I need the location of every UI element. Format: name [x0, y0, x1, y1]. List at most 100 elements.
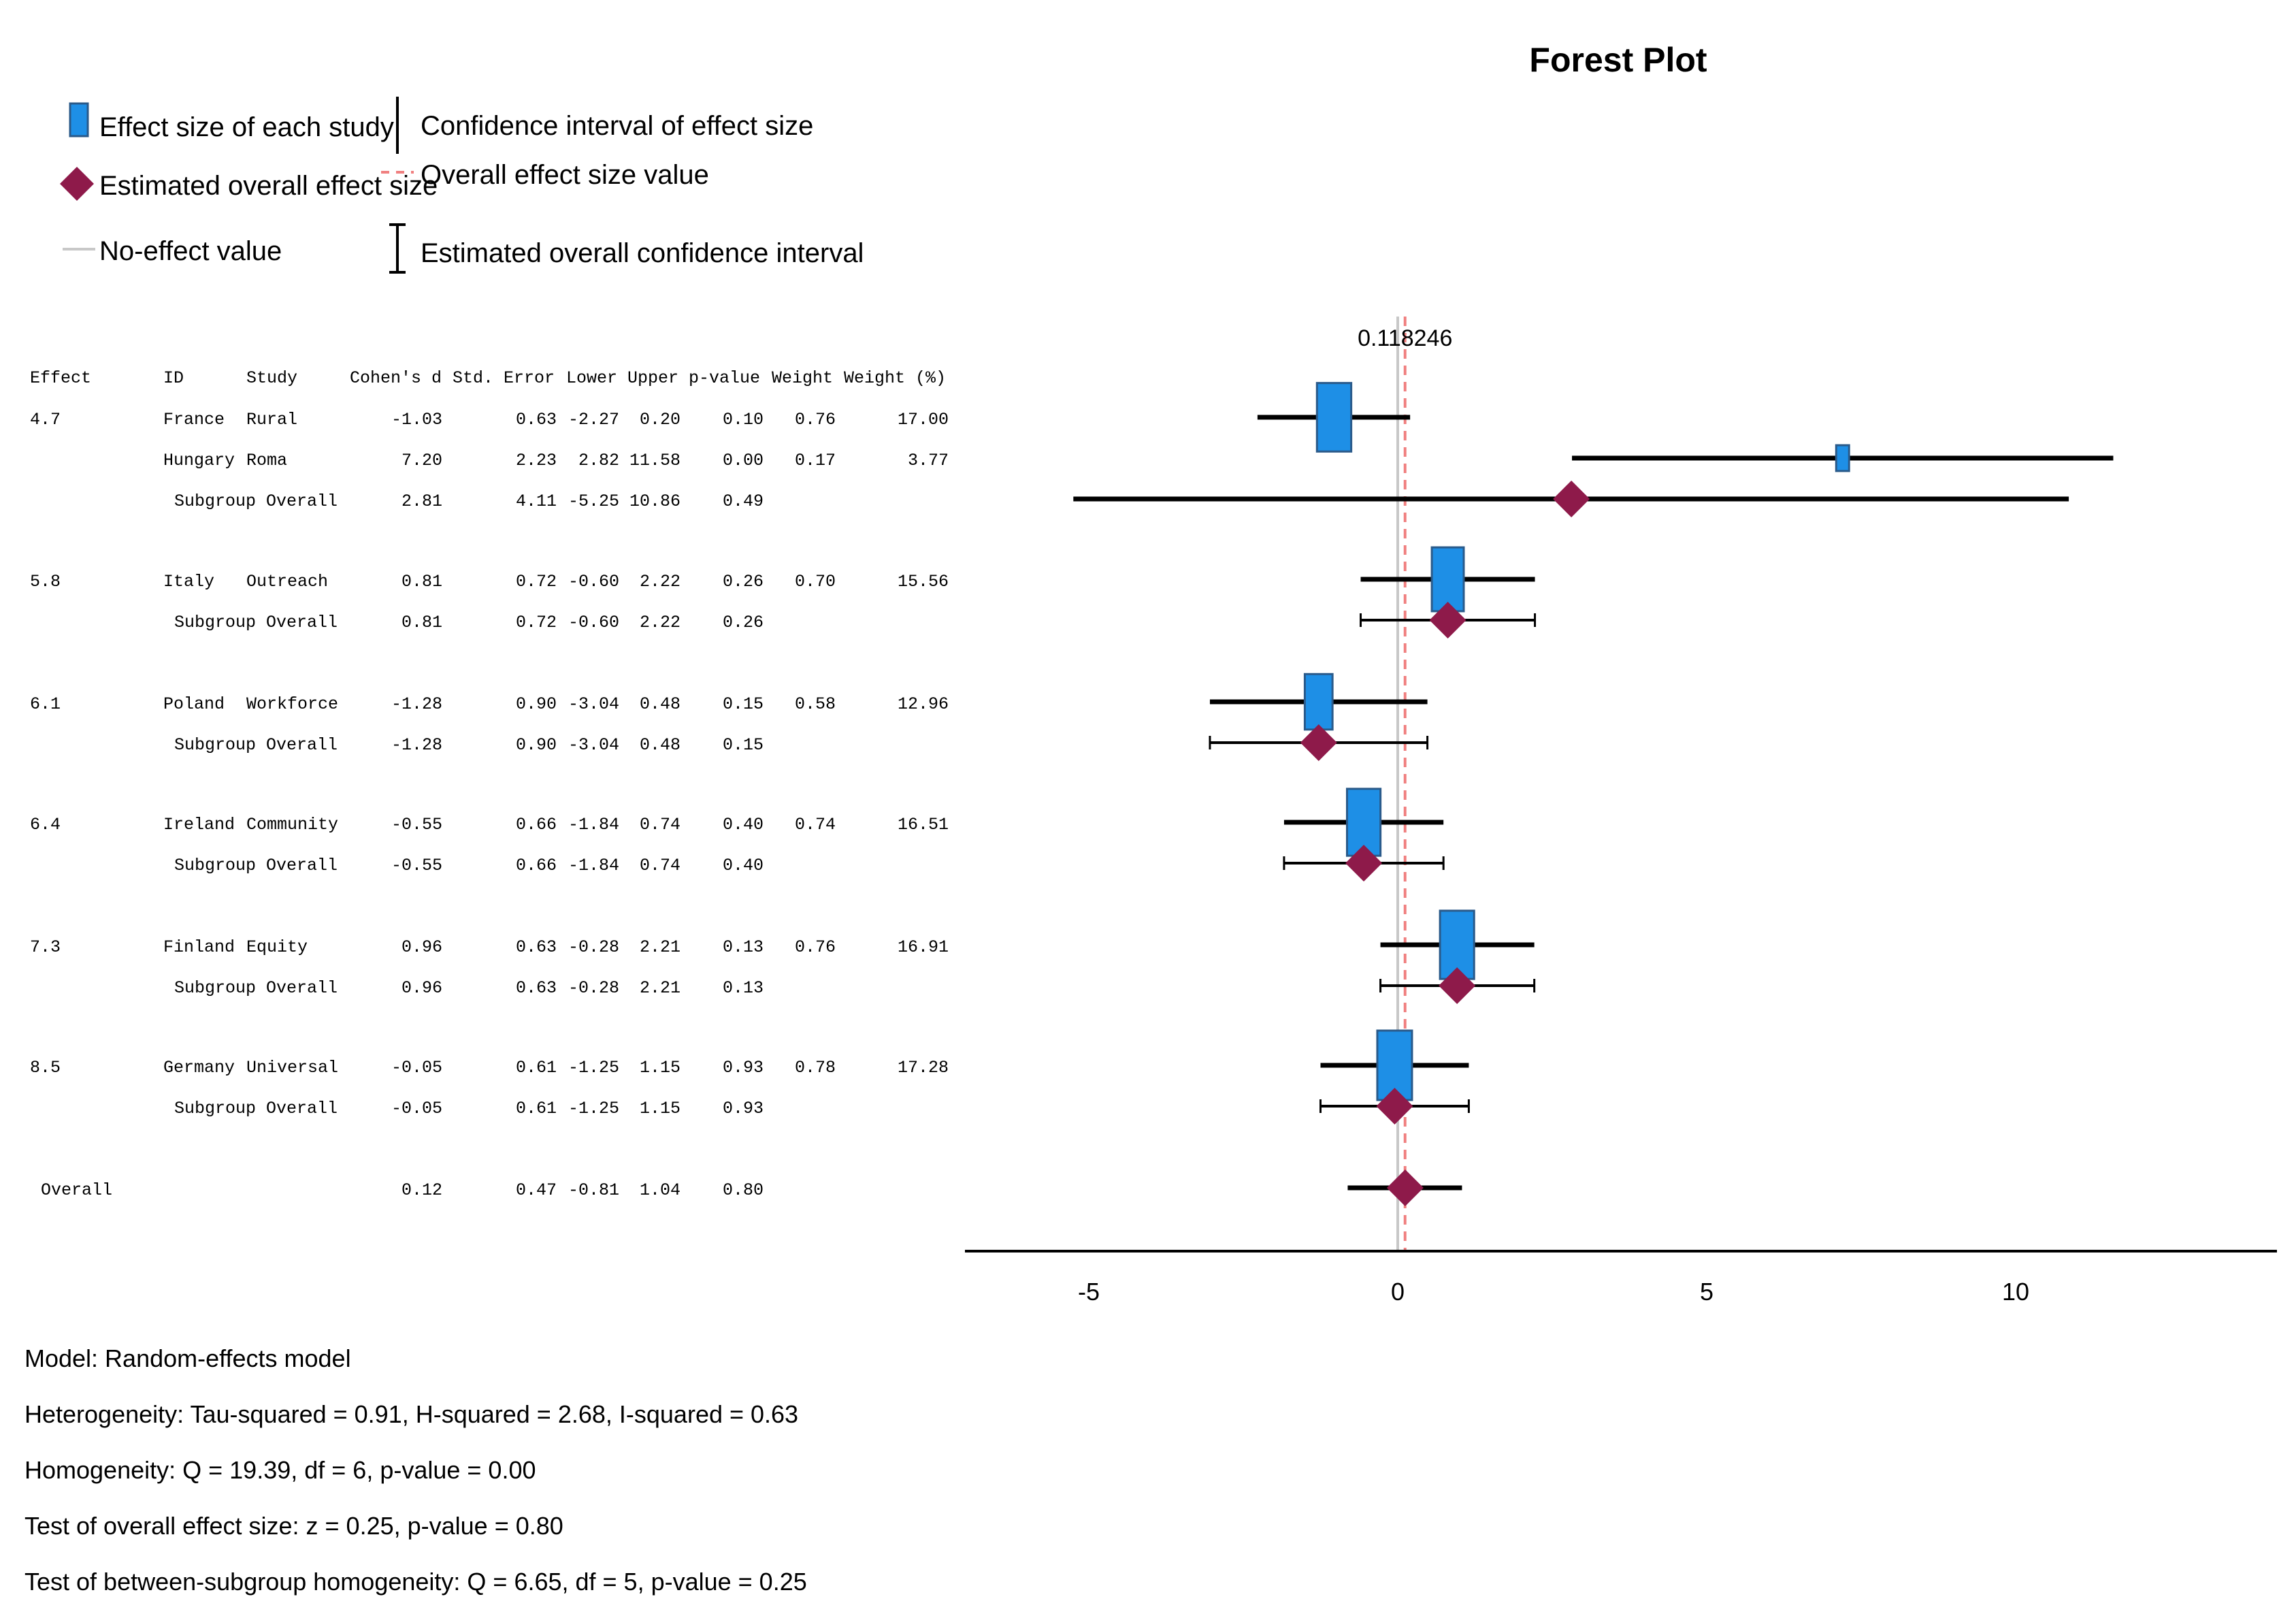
footnote-model: Model: Random-effects model	[24, 1344, 351, 1372]
cell-upper: 11.58	[629, 451, 680, 470]
col-header-upper: Upper	[627, 368, 678, 388]
legend-study-box-icon	[69, 102, 89, 138]
cell-study: Equity	[246, 937, 308, 957]
cell-upper: 1.15	[640, 1058, 680, 1078]
col-header-effect: Effect	[30, 368, 91, 388]
cell-weight: 0.76	[795, 410, 836, 430]
cell-upper: 2.22	[640, 572, 680, 592]
cell-effect: 8.5	[30, 1058, 61, 1078]
overall-effect-value-label: 0.118246	[1358, 325, 1452, 351]
cell-cohens-d: 0.81	[401, 613, 442, 632]
cell-pvalue: 0.49	[723, 491, 764, 511]
cell-id: Germany	[163, 1058, 235, 1078]
col-header-cohens-d: Cohen's d	[350, 368, 442, 388]
col-header-std-error: Std. Error	[453, 368, 555, 388]
cell-pvalue: 0.26	[723, 572, 764, 592]
col-header-weight-pct: Weight (%)	[844, 368, 946, 388]
cell-pvalue: 0.40	[723, 856, 764, 875]
cell-upper: 0.74	[640, 856, 680, 875]
cell-weight: 0.58	[795, 694, 836, 714]
cell-weight-pct: 17.28	[898, 1058, 949, 1078]
footnote-subgroup-test: Test of between-subgroup homogeneity: Q …	[24, 1568, 807, 1596]
subgroup-diamond	[1376, 1088, 1413, 1125]
cell-cohens-d: 7.20	[401, 451, 442, 470]
cell-study: Universal	[246, 1058, 338, 1078]
study-effect-box	[1835, 444, 1850, 472]
cell-overall-label: Overall	[41, 1180, 112, 1200]
footnote-homogeneity: Homogeneity: Q = 19.39, df = 6, p-value …	[24, 1456, 536, 1484]
footnote-heterogeneity: Heterogeneity: Tau-squared = 0.91, H-squ…	[24, 1400, 798, 1428]
cell-lower: -0.28	[568, 937, 619, 957]
cell-std-error: 0.63	[516, 410, 557, 430]
cell-std-error: 0.63	[516, 978, 557, 998]
cell-std-error: 0.72	[516, 572, 557, 592]
cell-std-error: 0.66	[516, 815, 557, 835]
cell-weight-pct: 16.51	[898, 815, 949, 835]
cell-upper: 0.48	[640, 735, 680, 755]
cell-weight: 0.70	[795, 572, 836, 592]
cell-subgroup-label: Subgroup Overall	[174, 1099, 338, 1118]
cell-upper: 0.20	[640, 410, 680, 430]
cell-cohens-d: -1.03	[391, 410, 442, 430]
study-effect-box	[1303, 673, 1334, 731]
cell-subgroup-label: Subgroup Overall	[174, 491, 338, 511]
legend-study-label: Effect size of each study	[99, 112, 394, 142]
cell-pvalue: 0.80	[723, 1180, 764, 1200]
legend-diamond-icon	[60, 167, 94, 201]
cell-cohens-d: 0.96	[401, 937, 442, 957]
cell-lower: -0.60	[568, 613, 619, 632]
cell-pvalue: 0.15	[723, 735, 764, 755]
cell-lower: -1.84	[568, 815, 619, 835]
legend: Effect size of each study Estimated over…	[60, 97, 864, 274]
subgroup-diamond	[1439, 967, 1476, 1004]
cell-std-error: 0.90	[516, 694, 557, 714]
cell-std-error: 0.63	[516, 937, 557, 957]
cell-weight-pct: 12.96	[898, 694, 949, 714]
legend-noeffect-label: No-effect value	[99, 236, 282, 266]
cell-std-error: 0.61	[516, 1099, 557, 1118]
cell-study: Community	[246, 815, 338, 835]
cell-cohens-d: -1.28	[391, 694, 442, 714]
col-header-study: Study	[246, 368, 297, 388]
cell-id: Hungary	[163, 451, 235, 470]
legend-overall-label: Estimated overall effect size	[99, 171, 438, 201]
table-header: Effect ID Study Cohen's d Std. Error Low…	[30, 368, 946, 388]
cell-upper: 0.48	[640, 694, 680, 714]
cell-lower: -2.27	[568, 410, 619, 430]
cell-weight: 0.76	[795, 937, 836, 957]
legend-ci-label: Confidence interval of effect size	[421, 111, 813, 141]
cell-study: Roma	[246, 451, 287, 470]
cell-weight-pct: 15.56	[898, 572, 949, 592]
cell-study: Rural	[246, 410, 297, 430]
col-header-lower: Lower	[566, 368, 617, 388]
cell-upper: 10.86	[629, 491, 680, 511]
cell-cohens-d: -0.55	[391, 815, 442, 835]
cell-lower: -3.04	[568, 694, 619, 714]
overall-diamond	[1386, 1169, 1424, 1206]
cell-pvalue: 0.13	[723, 937, 764, 957]
cell-lower: -5.25	[568, 491, 619, 511]
study-effect-box	[1315, 382, 1353, 453]
cell-std-error: 0.66	[516, 856, 557, 875]
cell-cohens-d: -0.55	[391, 856, 442, 875]
cell-cohens-d: 0.12	[401, 1180, 442, 1200]
col-header-pvalue: p-value	[689, 368, 760, 388]
cell-lower: -1.25	[568, 1058, 619, 1078]
study-effect-box	[1345, 788, 1382, 857]
subgroup-diamond	[1553, 481, 1590, 517]
cell-weight-pct: 16.91	[898, 937, 949, 957]
legend-overall-ci-label: Estimated overall confidence interval	[421, 238, 864, 268]
cell-study: Outreach	[246, 572, 328, 592]
cell-upper: 2.22	[640, 613, 680, 632]
cell-lower: -0.60	[568, 572, 619, 592]
cell-effect: 5.8	[30, 572, 61, 592]
legend-overall-ci-icon	[389, 223, 406, 274]
cell-subgroup-label: Subgroup Overall	[174, 978, 338, 998]
cell-id: Ireland	[163, 815, 235, 835]
cell-cohens-d: -0.05	[391, 1058, 442, 1078]
cell-std-error: 4.11	[516, 491, 557, 511]
cell-cohens-d: 2.81	[401, 491, 442, 511]
cell-upper: 1.04	[640, 1180, 680, 1200]
x-tick-label: -5	[1078, 1278, 1100, 1306]
cell-lower: -1.84	[568, 856, 619, 875]
